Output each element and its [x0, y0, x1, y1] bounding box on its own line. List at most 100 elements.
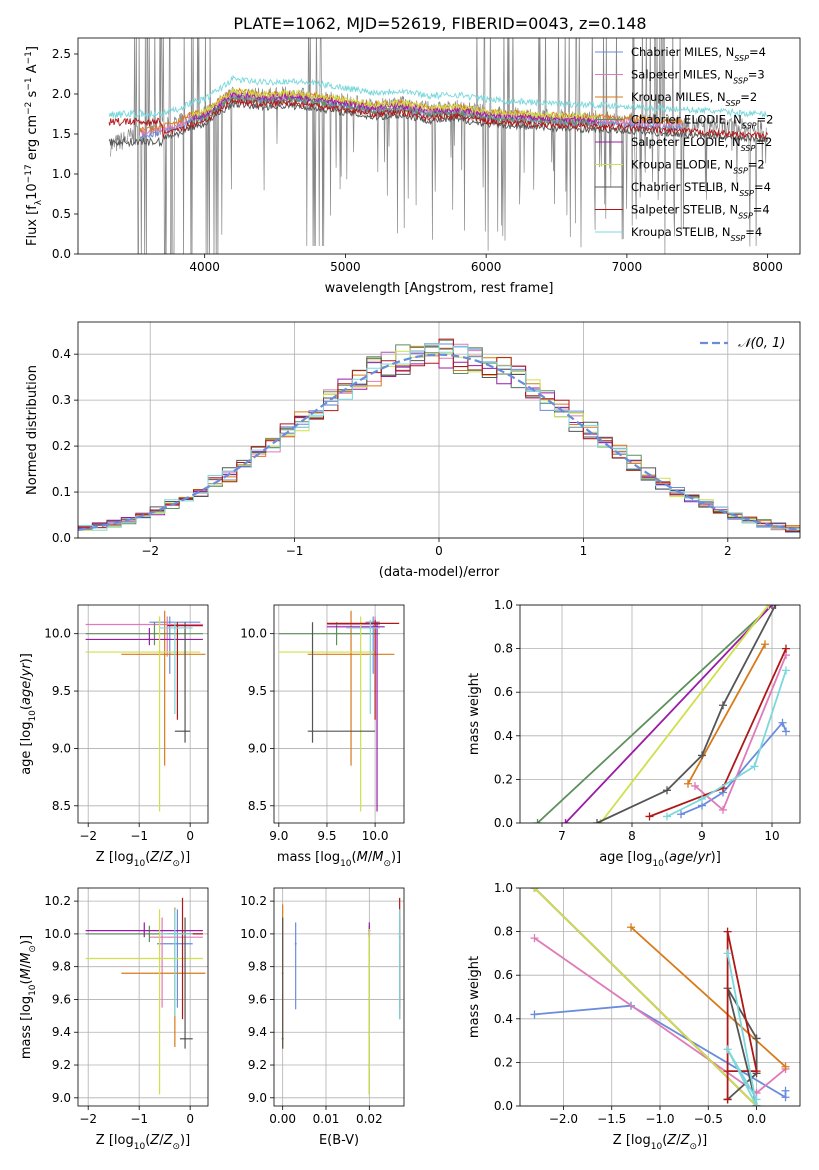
marker-kroupa_stelib	[750, 762, 759, 771]
marker-chabrier_miles	[778, 718, 787, 727]
y-tick-label: 0.0	[494, 1099, 513, 1113]
label-part: log	[320, 850, 340, 865]
label-part: Z	[666, 1133, 677, 1148]
y-axis-label: Normed distribution	[25, 365, 40, 495]
y-tick-label: 9.5	[52, 684, 71, 698]
point-chabrier_elodie	[153, 632, 156, 635]
point-salpeter_elodie	[148, 638, 151, 641]
series-line-salpeter_stelib	[726, 931, 758, 1100]
x-tick-label: 0.00	[269, 1112, 296, 1126]
marker-salpeter_stelib	[752, 1067, 761, 1076]
label-part: −1	[24, 77, 34, 90]
label-part: Kroupa STELIB, N	[631, 225, 731, 239]
label-part: ⊙	[172, 859, 180, 869]
model-spectrum-salpeter_elodie	[190, 90, 599, 125]
x-tick-label: 0.0	[747, 1112, 766, 1126]
model-spectrum-salpeter_stelib	[108, 97, 769, 141]
x-tick-label: −0.5	[694, 1112, 723, 1126]
label-part: ⊙	[28, 945, 38, 953]
label-part: 10	[340, 859, 352, 869]
x-tick-label: 5000	[330, 260, 361, 274]
panel-age_vs_Z: −2 −1 08.59.09.510.0Z [log10(Z/Z⊙)]age [lo…	[19, 604, 209, 869]
label-part: log	[114, 850, 134, 865]
marker-salpeter_miles	[530, 934, 539, 943]
model-spectrum-kroupa_stelib	[108, 74, 768, 119]
x-tick-label: 9.0	[269, 829, 288, 843]
marker-chabrier_stelib	[771, 605, 780, 609]
label-part: =2	[748, 158, 765, 172]
x-tick-label: 8	[628, 829, 636, 843]
label-part: Salpeter STELIB, N	[631, 203, 738, 217]
label-part: mass [	[19, 1016, 34, 1059]
x-tick-label: 0.01	[313, 1112, 340, 1126]
marker-chabrier_miles	[782, 727, 790, 736]
marker-chabrier_miles	[677, 810, 685, 819]
point-chabrier_stelib	[184, 1037, 187, 1040]
label-part: SSP	[733, 76, 748, 85]
x-tick-label: −2	[141, 544, 159, 558]
label-part: )]	[19, 653, 34, 663]
x-tick-label: −2	[79, 829, 97, 843]
x-tick-label: 0	[435, 544, 443, 558]
plot-area	[85, 897, 206, 1095]
label-part: (	[662, 1133, 667, 1148]
legend-label-kroupa_miles: Kroupa MILES, NSSP=2	[631, 90, 757, 108]
label-part: Z [	[96, 850, 114, 865]
marker-chabrier_stelib	[698, 751, 706, 760]
x-tick-label: 0	[186, 829, 194, 843]
point-salpeter_stelib	[374, 622, 377, 625]
label-part: (data-model)/error	[379, 565, 500, 580]
point-kroupa_elodie	[158, 651, 161, 654]
y-tick-label: 0.5	[52, 207, 71, 221]
x-tick-label: 1	[580, 544, 588, 558]
label-part: Z [	[96, 1133, 114, 1148]
panel-mass_vs_ebv: 0.00 0.01 0.02 9.0 9.2 9.4 9.6 9.8 10.0 10.2 E(B-V…	[240, 887, 405, 1148]
legend-label-kroupa_stelib: Kroupa STELIB, NSSP=4	[631, 225, 762, 243]
marker-kroupa_stelib	[782, 666, 790, 675]
label-part: E(B-V)	[319, 1133, 359, 1148]
x-tick-label: 10.0	[362, 829, 389, 843]
series-line-kroupa_elodie	[533, 888, 758, 1106]
y-tick-label: 2.0	[52, 87, 71, 101]
panel-spectrum: 4000 5000 6000 7000 8000 0.0 0.5 1.0 1.5 2.0 2.5 wa…	[24, 37, 801, 296]
label-part: M	[372, 850, 383, 865]
label-part: /	[159, 850, 164, 865]
axes-frame	[77, 887, 209, 1107]
label-part: /	[19, 963, 34, 968]
y-tick-label: 8.5	[52, 799, 71, 813]
x-axis-label: Z [log10(Z/Z⊙)]	[613, 1133, 707, 1152]
label-part: M	[19, 968, 34, 979]
label-part: =4	[745, 225, 762, 239]
label-part: /	[676, 1133, 681, 1148]
point-kroupa_elodie	[368, 957, 371, 960]
label-part: s	[25, 90, 40, 101]
label-part: log	[633, 850, 653, 865]
y-tick-label: 9.2	[52, 1058, 71, 1072]
label-part: −2	[24, 102, 34, 115]
y-tick-label: 0.2	[494, 772, 513, 786]
point-chabrier_miles	[372, 621, 375, 624]
label-part: SSP	[739, 189, 754, 198]
y-tick-label: 9.6	[52, 992, 71, 1006]
label-part: age	[19, 681, 34, 705]
x-tick-label: 9.5	[317, 829, 336, 843]
x-tick-label: −1	[130, 829, 148, 843]
label-part: Z [	[613, 1133, 631, 1148]
y-tick-label: 0.8	[494, 642, 513, 656]
point-chabrier_elodie	[335, 632, 338, 635]
label-part: =2	[740, 90, 757, 104]
marker-kroupa_miles	[627, 923, 636, 932]
y-axis-label: mass weight	[467, 956, 482, 1038]
model-spectrum-chabrier_stelib	[108, 99, 769, 148]
label-part: Flux [f	[25, 205, 40, 246]
y-tick-label: 9.8	[248, 960, 267, 974]
x-tick-label: −1.5	[597, 1112, 626, 1126]
y-tick-label: 0.1	[52, 485, 71, 499]
legend-label-kroupa_elodie: Kroupa ELODIE, NSSP=2	[631, 158, 765, 176]
series-line-chabrier_elodie	[536, 605, 773, 823]
label-part: (	[145, 850, 150, 865]
series-line-kroupa_miles	[687, 643, 766, 785]
label-part: mass weight	[467, 956, 482, 1038]
label-part: log	[114, 1133, 134, 1148]
axes-frame	[273, 887, 405, 1107]
